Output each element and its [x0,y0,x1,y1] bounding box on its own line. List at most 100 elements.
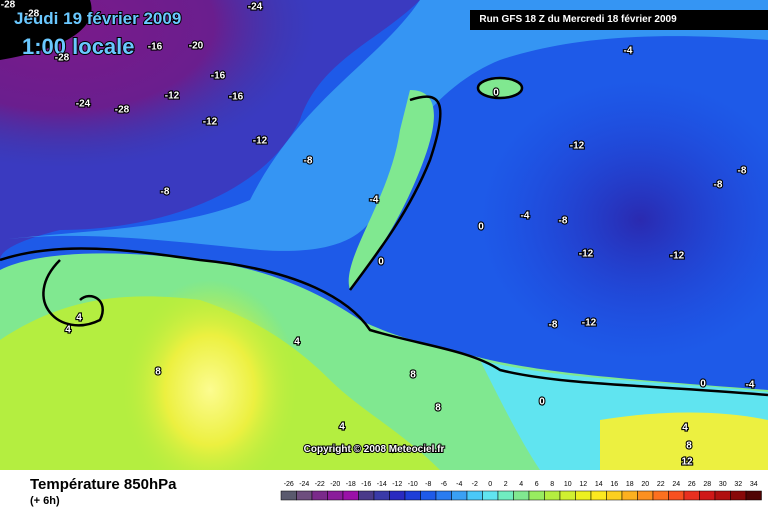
legend-swatch [606,490,623,501]
legend-label: -12 [392,481,402,488]
contour-label: -16 [229,92,244,103]
legend-swatch [342,490,359,501]
legend-swatch [420,490,437,501]
contour-label: -4 [746,380,755,391]
legend-swatch [389,490,406,501]
contour-label: -28 [25,9,40,20]
contour-label: -12 [582,318,597,329]
legend-swatch [544,490,561,501]
contour-label: -28 [55,53,70,64]
contour-label: -8 [549,320,558,331]
legend-swatch [497,490,514,501]
legend-swatch [730,490,747,501]
contour-label: -16 [211,71,226,82]
contour-label: -8 [714,180,723,191]
legend-swatch [404,490,421,501]
legend-label: 10 [564,481,572,488]
legend-swatch [451,490,468,501]
contour-label: 0 [493,88,499,99]
contour-label: -4 [521,211,530,222]
legend-label: -6 [441,481,447,488]
color-legend: -26 -24 -22 -20 -18 -16 -14 -12 -10 -8 -6 -4 -2 0 2 4 6 8… [280,481,762,501]
legend-swatch [373,490,390,501]
legend-label: 26 [688,481,696,488]
footer-title: Température 850hPa [30,476,177,493]
legend-label: 20 [641,481,649,488]
legend-swatch [435,490,452,501]
contour-label: -12 [579,249,594,260]
legend-label: -14 [377,481,387,488]
legend-label: -2 [472,481,478,488]
legend-swatch [482,490,499,501]
contour-label: 0 [378,257,384,268]
contour-label: 4 [65,325,71,336]
legend-swatch [714,490,731,501]
contour-label: -8 [738,166,747,177]
legend-label: -18 [346,481,356,488]
legend-swatch [528,490,545,501]
legend-swatch [683,490,700,501]
legend-swatch [327,490,344,501]
legend-swatch [668,490,685,501]
legend-swatch [652,490,669,501]
contour-label: 4 [339,422,345,433]
legend-label: 6 [535,481,539,488]
legend-swatch [590,490,607,501]
contour-label: 4 [294,337,300,348]
date: Jeudi 19 février 2009 [14,9,181,28]
contour-label: -12 [165,91,180,102]
run-info: Run GFS 18 Z du Mercredi 18 février 2009 [479,14,677,25]
contour-label: -20 [189,41,204,52]
legend-label: 34 [750,481,758,488]
contour-label: -8 [559,216,568,227]
legend-label: 4 [519,481,523,488]
contour-label: 8 [686,441,692,452]
contour-label: -4 [370,195,379,206]
contour-label: -28 [115,105,130,116]
legend-swatch [575,490,592,501]
contour-label: 0 [700,379,706,390]
legend-label: 2 [504,481,508,488]
legend-label: -4 [456,481,462,488]
legend-swatch [296,490,313,501]
legend-swatch [311,490,328,501]
legend-label: -16 [361,481,371,488]
map-background [0,0,768,500]
contour-label: -12 [670,251,685,262]
legend-label: -26 [284,481,294,488]
legend-swatch [559,490,576,501]
legend-label: -10 [408,481,418,488]
legend-label: -24 [299,481,309,488]
footer-subtitle: (+ 6h) [30,495,60,507]
legend-swatch [637,490,654,501]
legend-swatch [513,490,530,501]
contour-label: -16 [148,42,163,53]
contour-label: -12 [253,136,268,147]
legend-label: 12 [579,481,587,488]
contour-label: 4 [76,313,82,324]
legend-label: -20 [330,481,340,488]
legend-label: -8 [425,481,431,488]
contour-label: 8 [410,370,416,381]
legend-label: 16 [610,481,618,488]
legend-label: 30 [719,481,727,488]
legend-label: 18 [626,481,634,488]
contour-label: -24 [248,2,263,13]
contour-label: -8 [161,187,170,198]
legend-label: -22 [315,481,325,488]
contour-label: 0 [478,222,484,233]
contour-label: 12 [681,457,693,468]
copyright: Copyright © 2008 Meteociel.fr [304,444,445,455]
time: 1:00 locale [22,34,135,59]
contour-label: -4 [624,46,633,57]
contour-label: -8 [304,156,313,167]
contour-label: -12 [203,117,218,128]
legend-swatch [745,490,762,501]
legend-swatch [358,490,375,501]
legend-swatch [621,490,638,501]
legend-swatch [699,490,716,501]
legend-label: 32 [734,481,742,488]
contour-labels: -28 -28 -24 -16 -20 -28 -16 -12 -16 -24 -28 -12 -12 -… [0,0,756,469]
legend-swatch [466,490,483,501]
